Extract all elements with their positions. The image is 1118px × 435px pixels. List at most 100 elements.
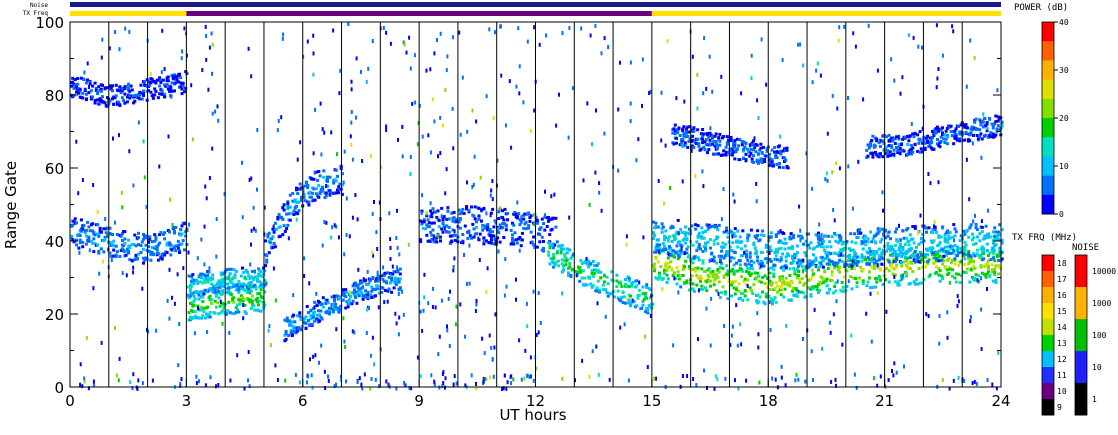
echo-cell [936, 252, 940, 256]
echo-cell [595, 286, 599, 290]
echo-cell [712, 259, 716, 263]
echo-cell [851, 256, 855, 260]
echo-cell [460, 211, 464, 215]
speckle-cell [403, 42, 406, 47]
echo-cell [627, 279, 631, 283]
speckle-cell [595, 108, 597, 113]
echo-cell [563, 254, 567, 258]
speckle-cell [204, 383, 207, 388]
echo-cell [821, 259, 825, 263]
speckle-cell [374, 377, 377, 382]
echo-cell [173, 89, 176, 93]
echo-cell [946, 268, 950, 272]
echo-cell [439, 235, 442, 239]
echo-cell [954, 272, 958, 276]
speckle-cell [891, 369, 893, 373]
echo-cell [103, 238, 107, 241]
speckle-cell [131, 386, 134, 391]
echo-cell [857, 228, 861, 232]
echo-cell [192, 282, 196, 285]
echo-cell [89, 97, 93, 101]
speckle-cell [867, 23, 870, 28]
echo-cell [664, 236, 668, 239]
echo-cell [252, 278, 256, 281]
speckle-cell [182, 266, 185, 271]
echo-cell [768, 163, 772, 167]
echo-cell [334, 191, 338, 195]
echo-cell [211, 277, 215, 281]
echo-cell [978, 135, 982, 138]
speckle-cell [434, 305, 437, 310]
echo-cell [936, 127, 939, 130]
speckle-cell [835, 161, 838, 166]
speckle-cell [190, 83, 193, 88]
echo-cell [385, 281, 389, 285]
echo-band [419, 205, 558, 253]
speckle-cell [709, 126, 712, 131]
echo-cell [743, 262, 747, 266]
speckle-cell [600, 208, 603, 213]
echo-cell [298, 314, 302, 318]
echo-cell [97, 234, 101, 238]
echo-cell [180, 224, 184, 228]
echo-cell [839, 248, 843, 252]
echo-cell [552, 254, 556, 258]
echo-cell [965, 267, 969, 271]
echo-cell [458, 217, 462, 220]
echo-cell [933, 225, 937, 229]
speckle-cell [250, 242, 252, 247]
echo-cell [769, 266, 773, 270]
speckle-cell [629, 101, 632, 106]
echo-cell [140, 97, 144, 101]
echo-cell [867, 276, 871, 280]
echo-cell [699, 279, 702, 283]
speckle-cell [825, 171, 828, 176]
echo-cell [741, 298, 745, 302]
echo-cell [758, 159, 762, 163]
speckle-cell [448, 343, 451, 348]
echo-cell [819, 244, 823, 248]
echo-cell [685, 238, 689, 241]
speckle-cell [386, 299, 389, 304]
echo-cell [388, 281, 392, 285]
speckle-cell [980, 276, 983, 281]
echo-cell [293, 320, 297, 324]
echo-cell [726, 297, 730, 301]
echo-cell [870, 259, 874, 263]
echo-cell [939, 139, 943, 143]
echo-cell [560, 243, 564, 247]
echo-cell [588, 275, 592, 279]
echo-cell [766, 261, 770, 264]
speckle-cell [475, 302, 478, 307]
speckle-cell [681, 179, 684, 184]
echo-cell [700, 235, 704, 239]
echo-cell [943, 141, 947, 144]
echo-cell [945, 142, 949, 146]
echo-cell [290, 320, 294, 324]
speckle-cell [132, 372, 135, 377]
echo-cell [134, 93, 138, 97]
speckle-cell [241, 215, 244, 220]
speckle-cell [855, 385, 858, 390]
echo-cell [276, 215, 280, 219]
echo-cell [160, 92, 164, 96]
echo-cell [754, 250, 758, 253]
echo-cell [784, 266, 788, 269]
echo-cell [839, 235, 843, 239]
speckle-cell [625, 234, 628, 239]
echo-cell [998, 246, 1002, 250]
echo-cell [917, 260, 921, 264]
echo-cell [716, 276, 720, 279]
echo-cell [723, 292, 727, 296]
x-tick-label: 3 [182, 392, 192, 410]
echo-cell [419, 219, 423, 223]
echo-cell [892, 252, 896, 256]
echo-cell [548, 262, 552, 266]
speckle-cell [510, 381, 513, 386]
speckle-cell [995, 386, 998, 391]
speckle-cell [452, 146, 455, 151]
echo-cell [419, 238, 423, 242]
speckle-cell [901, 75, 904, 80]
speckle-cell [217, 383, 220, 387]
echo-cell [326, 179, 329, 183]
